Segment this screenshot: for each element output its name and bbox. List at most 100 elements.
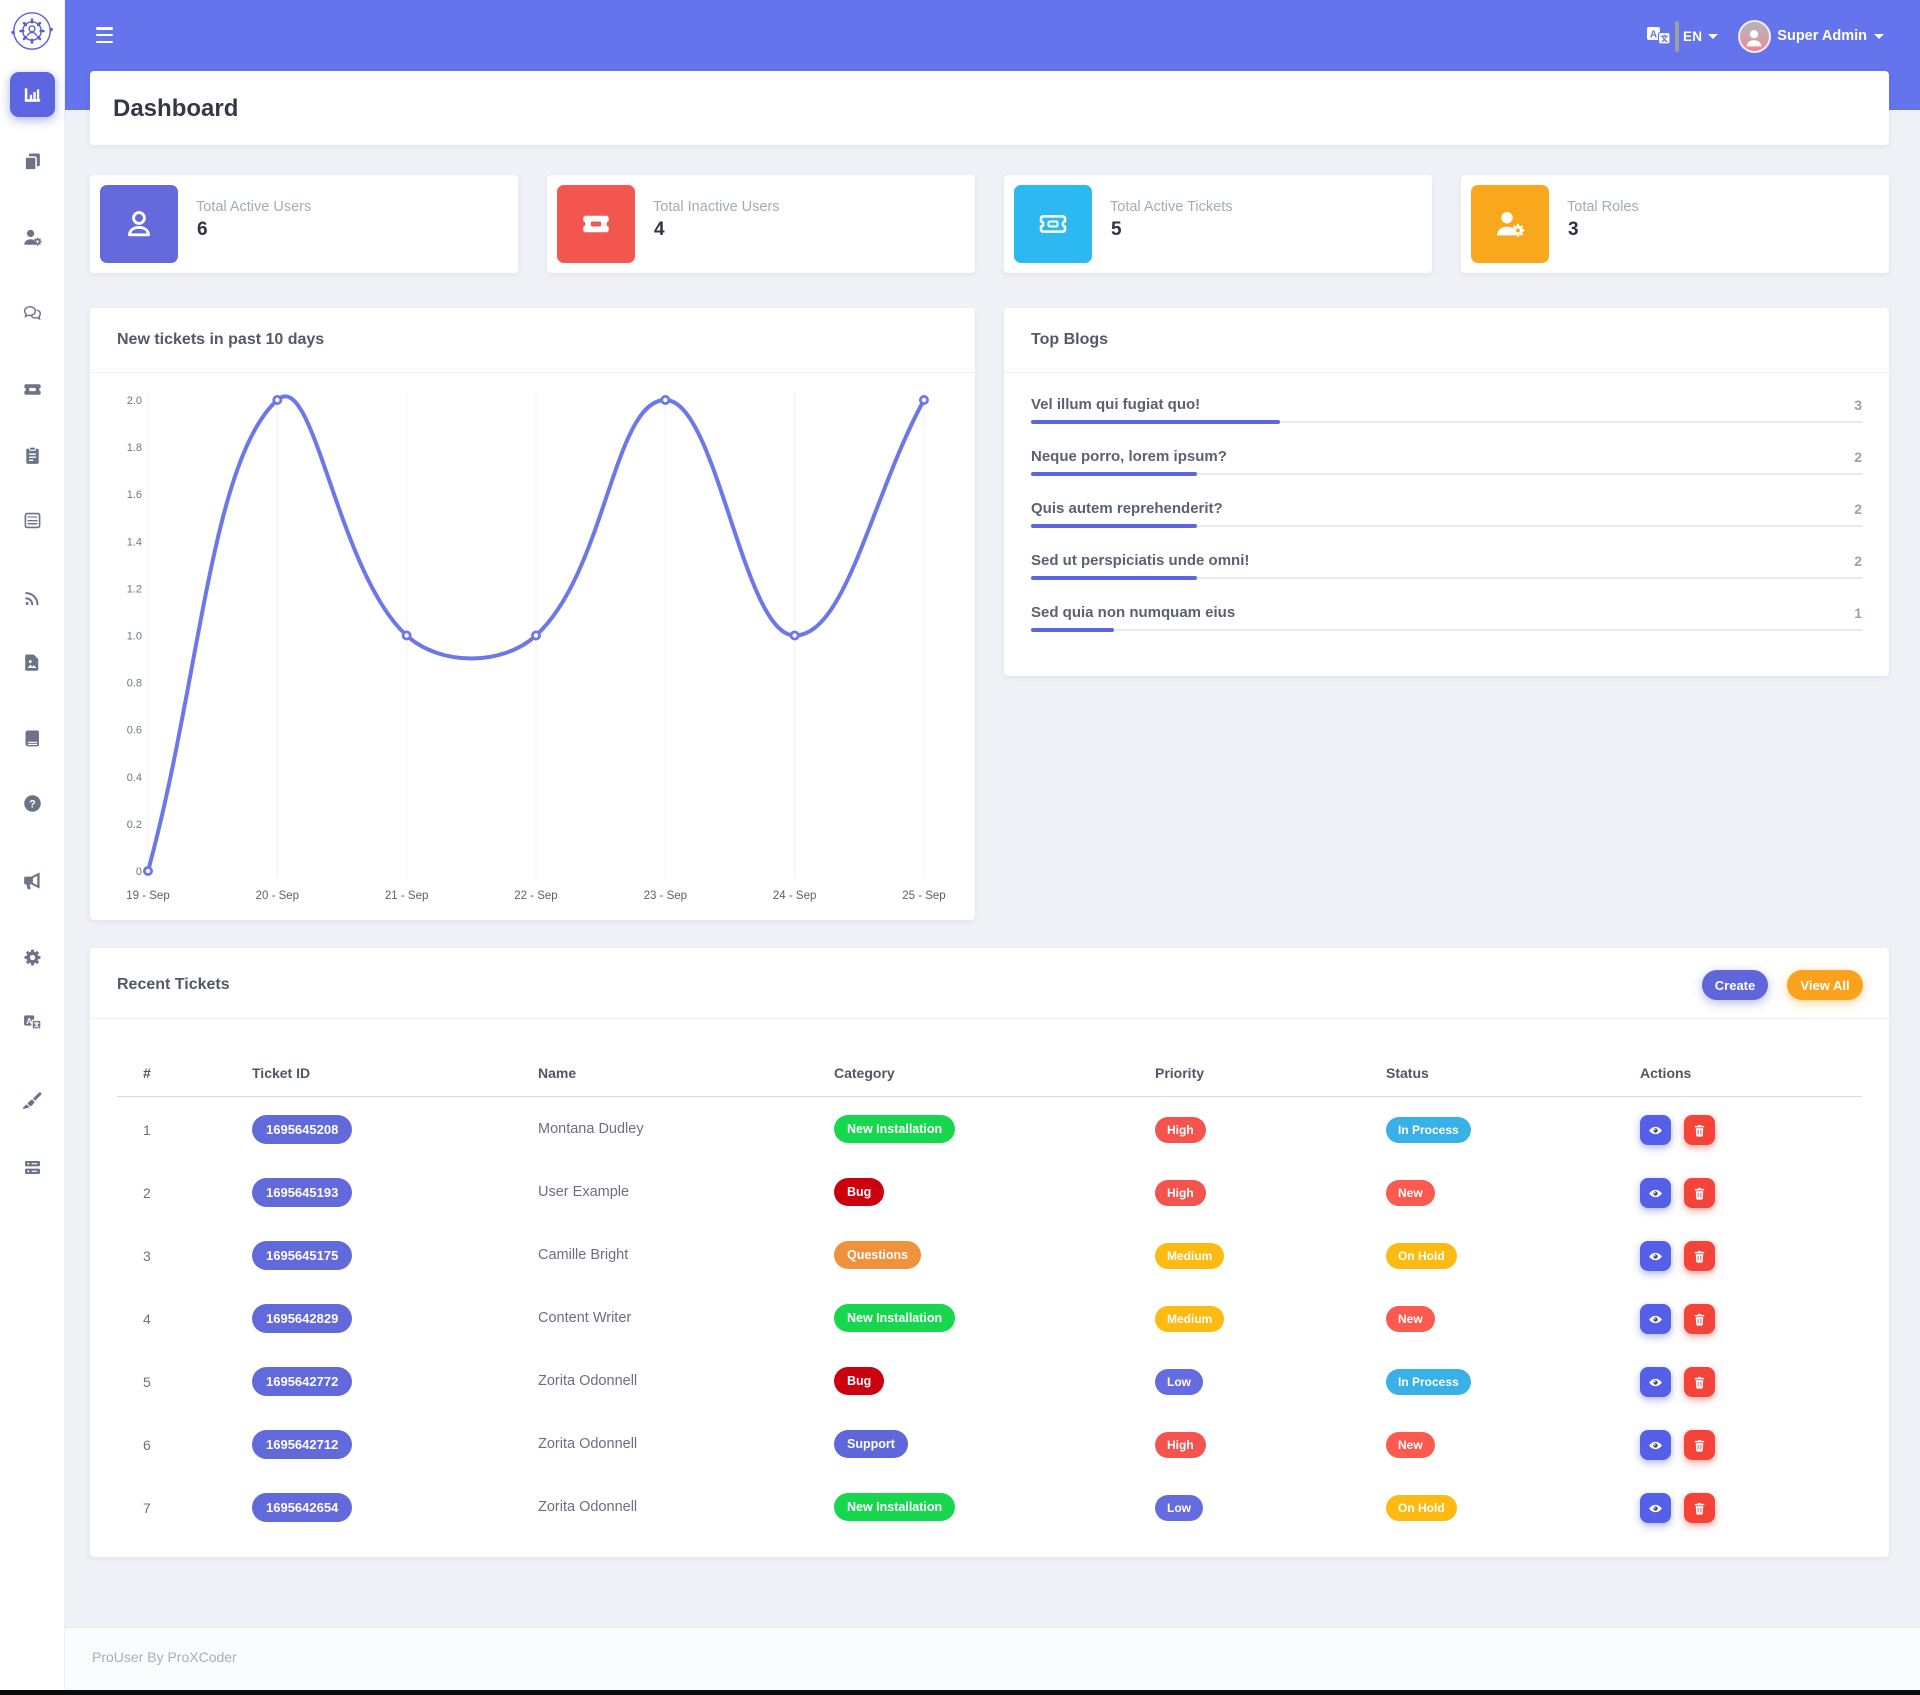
status-badge: New [1386, 1306, 1435, 1332]
language-selector[interactable]: EN [1682, 28, 1703, 44]
sidebar-item-announcements[interactable] [0, 858, 65, 902]
progress-fill [1031, 420, 1281, 424]
view-button[interactable] [1640, 1493, 1671, 1523]
delete-button[interactable] [1684, 1430, 1715, 1460]
view-button[interactable] [1640, 1115, 1671, 1145]
status-badge: New [1386, 1432, 1435, 1458]
divider [90, 1018, 1889, 1019]
ticket-id-badge[interactable]: 1695645175 [252, 1241, 353, 1270]
menu-toggle-icon[interactable] [96, 27, 113, 44]
delete-button[interactable] [1684, 1493, 1715, 1523]
sidebar-item-docs[interactable] [0, 716, 65, 760]
delete-button[interactable] [1684, 1178, 1715, 1208]
view-button[interactable] [1640, 1430, 1671, 1460]
svg-text:25 - Sep: 25 - Sep [902, 890, 945, 902]
status-badge: On Hold [1386, 1495, 1457, 1521]
svg-text:0.4: 0.4 [127, 772, 142, 784]
blog-title[interactable]: Neque porro, lorem ipsum? [1031, 448, 1227, 465]
ticket-id-badge[interactable]: 1695642772 [252, 1367, 353, 1396]
category-badge: New Installation [834, 1115, 956, 1143]
svg-text:23 - Sep: 23 - Sep [644, 890, 687, 902]
column-header-name: Name [538, 1065, 577, 1081]
blog-item[interactable]: Quis autem reprehenderit? 2 [1031, 500, 1862, 540]
sidebar-item-media[interactable] [0, 640, 65, 684]
blog-title[interactable]: Sed quia non numquam eius [1031, 604, 1236, 621]
blog-title[interactable]: Quis autem reprehenderit? [1031, 500, 1223, 517]
row-number: 1 [143, 1122, 151, 1138]
blog-title[interactable]: Sed ut perspiciatis unde omni! [1031, 552, 1250, 569]
ticket-id-badge[interactable]: 1695642829 [252, 1304, 353, 1333]
stat-label: Total Inactive Users [653, 199, 780, 215]
eye-icon [1647, 1500, 1664, 1517]
table-row: 3 1695645175 Camille Bright Questions Me… [90, 1224, 1889, 1287]
footer: ProUser By ProXCoder [65, 1627, 1920, 1690]
sidebar-item-tickets[interactable] [0, 367, 65, 411]
delete-button[interactable] [1684, 1115, 1715, 1145]
status-badge: In Process [1386, 1369, 1471, 1395]
blog-item[interactable]: Neque porro, lorem ipsum? 2 [1031, 448, 1862, 488]
chart-card-title: New tickets in past 10 days [117, 331, 325, 348]
blog-item[interactable]: Sed ut perspiciatis unde omni! 2 [1031, 552, 1862, 592]
stat-value: 4 [654, 219, 665, 240]
translate-icon[interactable]: A [1646, 26, 1673, 46]
delete-button[interactable] [1684, 1304, 1715, 1334]
category-badge: New Installation [834, 1304, 956, 1332]
ticket-id-badge[interactable]: 1695645193 [252, 1178, 353, 1207]
category-badge: Questions [834, 1241, 922, 1269]
sidebar-item-pages[interactable] [0, 139, 65, 183]
sidebar-item-system[interactable] [0, 1145, 65, 1189]
view-button[interactable] [1640, 1178, 1671, 1208]
svg-text:19 - Sep: 19 - Sep [126, 890, 169, 902]
category-badge: Support [834, 1430, 908, 1458]
ticket-id-badge[interactable]: 1695645208 [252, 1115, 353, 1144]
app-logo gear-orbit-logo-icon[interactable] [8, 7, 56, 55]
sidebar-item-dashboard[interactable] [10, 72, 55, 117]
sidebar-item-users[interactable] [0, 215, 65, 259]
stat-card-0: Total Active Users 6 [90, 175, 518, 273]
ticket-id-badge[interactable]: 1695642654 [252, 1493, 353, 1522]
priority-badge: High [1155, 1117, 1206, 1143]
sidebar-item-cleanup[interactable] [0, 1078, 65, 1122]
sidebar-item-feed[interactable] [0, 575, 65, 619]
table-row: 7 1695642654 Zorita Odonnell New Install… [90, 1476, 1889, 1539]
eye-icon [1647, 1122, 1664, 1139]
view-button[interactable] [1640, 1367, 1671, 1397]
ticket-name: Content Writer [538, 1310, 632, 1326]
blog-title[interactable]: Vel illum qui fugiat quo! [1031, 396, 1201, 413]
category-badge: Bug [834, 1367, 885, 1395]
stat-card-2: Total Active Tickets 5 [1004, 175, 1432, 273]
delete-button[interactable] [1684, 1241, 1715, 1271]
divider [1674, 20, 1679, 52]
row-number: 4 [143, 1311, 151, 1327]
progress-fill [1031, 472, 1198, 476]
view-all-button[interactable]: View All [1787, 970, 1863, 1000]
translate-icon: A [21, 1011, 44, 1034]
create-button[interactable]: Create [1702, 970, 1768, 1000]
view-button[interactable] [1640, 1241, 1671, 1271]
ticket-name: Montana Dudley [538, 1121, 644, 1137]
column-header-status: Status [1386, 1065, 1429, 1081]
blog-item[interactable]: Vel illum qui fugiat quo! 3 [1031, 396, 1862, 436]
user-menu[interactable]: Super Admin [1777, 28, 1867, 44]
status-badge: On Hold [1386, 1243, 1457, 1269]
category-badge: Bug [834, 1178, 885, 1206]
sidebar-item-tasks[interactable] [0, 433, 65, 477]
ticket-id-badge[interactable]: 1695642712 [252, 1430, 353, 1459]
sidebar-item-translations[interactable]: A [0, 1000, 65, 1044]
avatar[interactable] [1738, 19, 1772, 53]
progress-fill [1031, 524, 1198, 528]
view-button[interactable] [1640, 1304, 1671, 1334]
sidebar-item-faq[interactable]: ? [0, 781, 65, 825]
rss-icon [21, 586, 44, 609]
sidebar-item-settings[interactable] [0, 935, 65, 979]
blog-item[interactable]: Sed quia non numquam eius 1 [1031, 604, 1862, 644]
sidebar-item-notes[interactable] [0, 498, 65, 542]
column-header--: # [143, 1065, 151, 1081]
delete-button[interactable] [1684, 1367, 1715, 1397]
svg-text:1.0: 1.0 [127, 631, 142, 643]
sidebar-item-chat[interactable] [0, 291, 65, 335]
divider [90, 372, 975, 373]
row-number: 6 [143, 1437, 151, 1453]
gear-icon [21, 946, 44, 969]
ticket-name: Camille Bright [538, 1247, 629, 1263]
